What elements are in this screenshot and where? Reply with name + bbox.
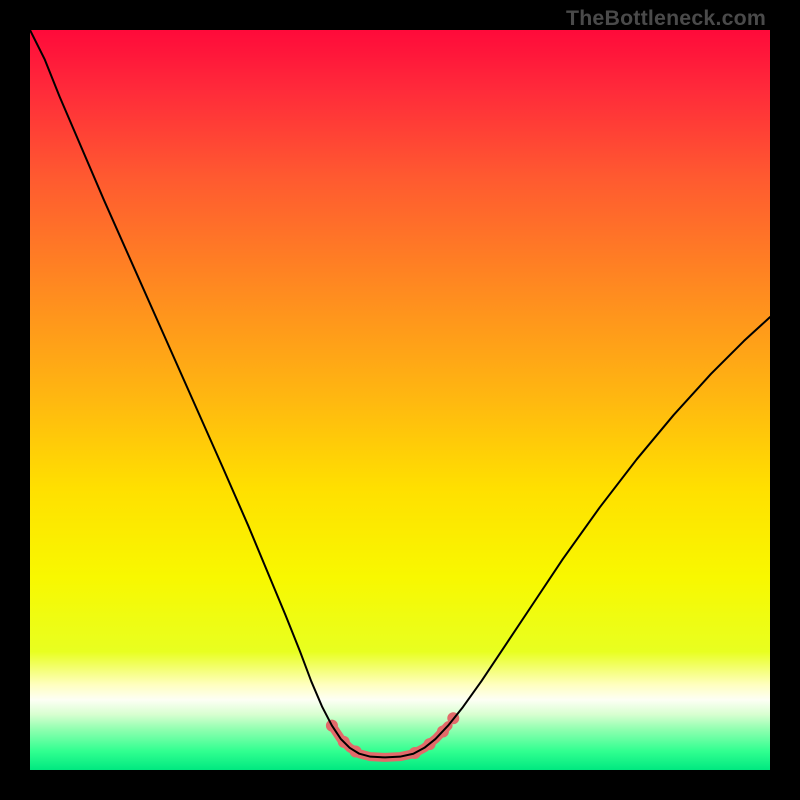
plot-svg [30, 30, 770, 770]
plot-area [30, 30, 770, 770]
watermark-text: TheBottleneck.com [566, 6, 766, 31]
chart-frame: TheBottleneck.com [0, 0, 800, 800]
bottleneck-curve [30, 30, 770, 757]
